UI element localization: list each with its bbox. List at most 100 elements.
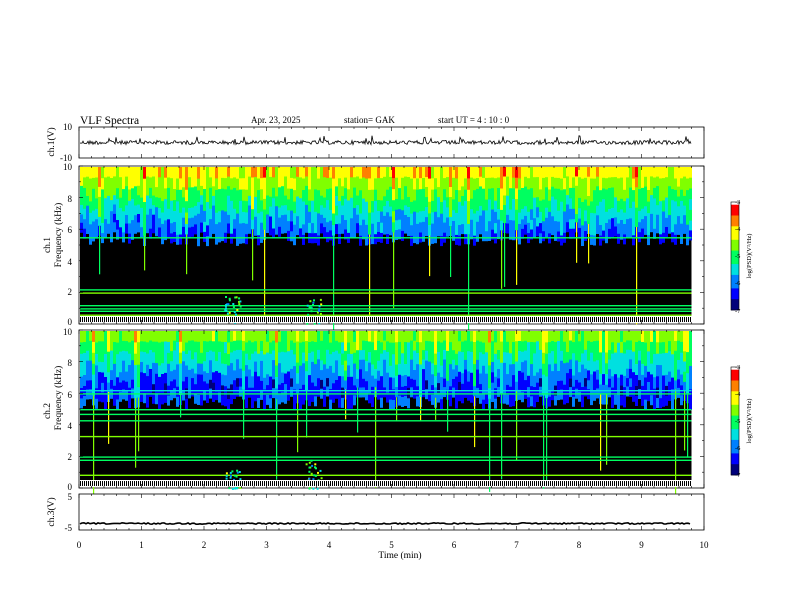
spectrogram-cell: [200, 204, 203, 215]
strip-mark: [148, 317, 149, 322]
spectrogram-cell: [437, 372, 440, 384]
spectrogram-cell: [398, 198, 401, 210]
spectrogram-cell: [596, 196, 599, 207]
spectrogram-cell: [635, 353, 638, 365]
spectrogram-cell: [314, 342, 317, 354]
spectrogram-cell: [356, 350, 359, 361]
spectrogram-cell: [260, 331, 263, 342]
spectrogram-cell: [143, 362, 146, 374]
ch1-cbar-tick-m4: -4: [735, 226, 741, 233]
spectrogram-cell: [467, 351, 470, 362]
spectrogram-cell: [344, 167, 347, 179]
spectrogram-cell: [149, 228, 152, 239]
spectrogram-cell: [524, 186, 527, 197]
spectrogram-cell: [140, 372, 143, 384]
spectrogram-cell: [608, 378, 611, 389]
spectrogram-cell: [137, 176, 140, 187]
spectrogram-cell: [356, 176, 359, 187]
spectrogram-cell: [464, 331, 467, 342]
spectrogram-cell: [569, 219, 572, 231]
spectrogram-cell: [668, 205, 671, 216]
strip-mark: [84, 317, 85, 322]
spectrogram-cell: [206, 383, 209, 395]
spectrogram-cell: [506, 394, 509, 405]
spectrogram-cell: [119, 167, 122, 178]
spectrogram-cell: [560, 224, 563, 237]
spectrogram-cell: [437, 187, 440, 198]
spectrogram-cell: [470, 229, 473, 240]
hum-line: [80, 435, 692, 438]
spectrogram-cell: [518, 389, 521, 400]
hum-line: [80, 413, 692, 416]
spectrogram-cell: [281, 186, 284, 197]
spectrogram-cell: [362, 340, 365, 351]
spectrogram-cell: [281, 215, 284, 226]
spectrogram-cell: [299, 399, 302, 410]
spectrogram-cell: [392, 354, 395, 367]
spectrogram-cell: [665, 331, 668, 343]
spectrogram-cell: [506, 223, 509, 234]
colorbar-cell: [731, 410, 739, 414]
spectrogram-cell: [668, 215, 671, 226]
spectrogram-cell: [668, 361, 671, 372]
spectrogram-cell: [671, 211, 674, 223]
burst-cell: [232, 303, 235, 305]
spectrogram-cell: [320, 167, 323, 178]
spectrogram-cell: [326, 200, 329, 212]
spectrogram-cell: [275, 216, 278, 227]
spectrogram-cell: [677, 369, 680, 380]
spectrogram-cell: [686, 224, 689, 237]
spectrogram-cell: [683, 361, 686, 373]
spectrogram-cell: [446, 380, 449, 392]
spectrogram-cell: [524, 380, 527, 391]
spectrogram-cell: [653, 167, 656, 178]
spectrogram-cell: [80, 222, 83, 233]
spectrogram-cell: [596, 340, 599, 351]
spectrogram-cell: [383, 340, 386, 351]
spectrogram-cell: [272, 167, 275, 178]
colorbar-cell: [731, 218, 739, 222]
spectrogram-cell: [497, 229, 500, 240]
spectrogram-cell: [629, 227, 632, 238]
spectrogram-cell: [563, 331, 566, 343]
spectrogram-cell: [233, 370, 236, 381]
spectrogram-cell: [242, 211, 245, 224]
spectrogram-cell: [290, 378, 293, 389]
spectrogram-cell: [401, 167, 404, 179]
spectrogram-cell: [665, 374, 668, 387]
spectrogram-cell: [218, 392, 221, 403]
spectrogram-spike: [687, 393, 689, 458]
spectrogram-cell: [146, 214, 149, 225]
strip-mark: [386, 481, 387, 486]
colorbar-cell: [731, 448, 739, 452]
spectrogram-cell: [299, 354, 302, 367]
spectrogram-cell: [599, 190, 602, 203]
spectrogram-cell: [617, 233, 620, 244]
spectrogram-cell: [353, 363, 356, 375]
strip-mark: [360, 481, 361, 486]
spectrogram-cell: [617, 354, 620, 367]
strip-mark: [660, 317, 661, 322]
spectrogram-cell: [158, 187, 161, 199]
spectrogram-cell: [83, 167, 86, 178]
spectrogram-cell: [401, 210, 404, 222]
spectrogram-cell: [209, 331, 212, 342]
spectrogram-cell: [455, 331, 458, 343]
strip-mark: [196, 481, 197, 486]
colorbar-cell: [731, 215, 739, 219]
spectrogram-cell: [209, 219, 212, 230]
spectrogram-cell: [527, 353, 530, 366]
spectrogram-cell: [104, 228, 107, 239]
spectrogram-cell: [377, 178, 380, 190]
spectrogram-cell: [371, 167, 374, 179]
spectrogram-cell: [623, 364, 626, 377]
spectrogram-cell: [257, 178, 260, 191]
spectrogram-cell: [335, 215, 338, 226]
burst-cell: [225, 307, 227, 310]
strip-mark: [618, 317, 619, 322]
spectrogram-cell: [83, 228, 86, 239]
strip-mark: [102, 317, 103, 322]
spectrogram-cell: [605, 178, 608, 190]
spectrogram-cell: [350, 218, 353, 230]
spectrogram-cell: [86, 205, 89, 216]
